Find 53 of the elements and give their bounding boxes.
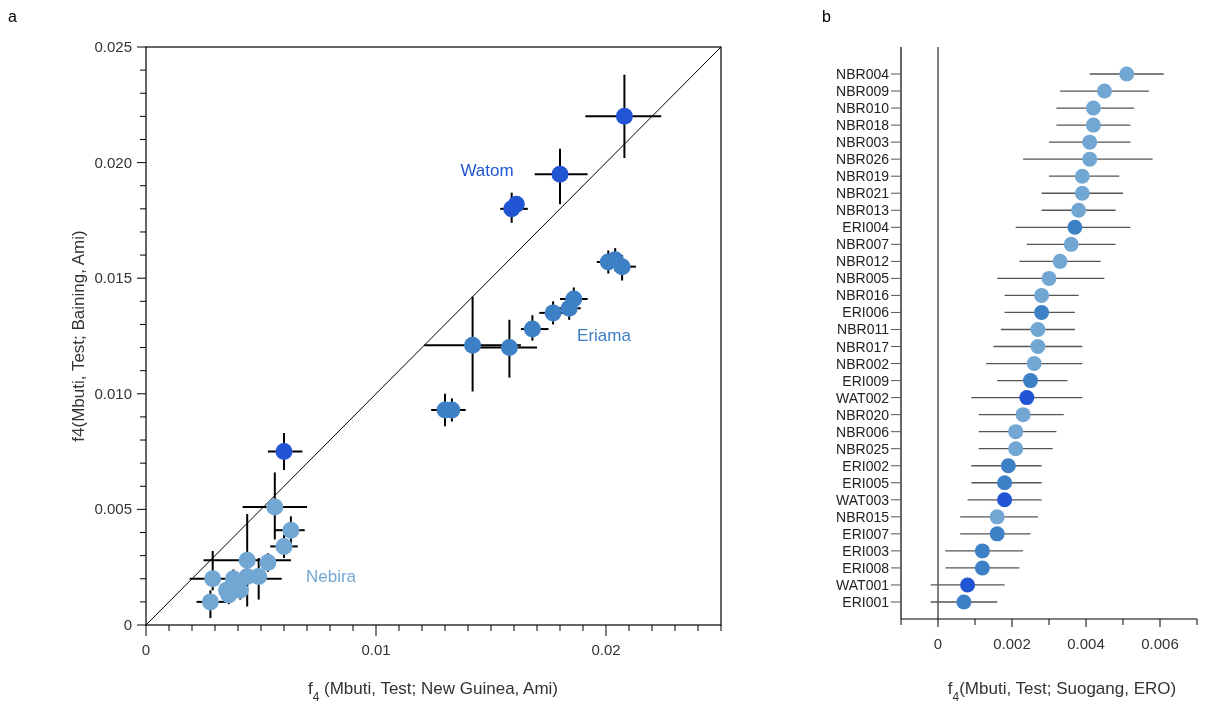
y-tick-label: NBR019	[836, 168, 890, 185]
y-tick-label: NBR021	[836, 185, 890, 202]
y-tick-label: 0.010	[94, 384, 132, 402]
y-tick-label: ERI004	[842, 219, 890, 236]
y-tick-label: NBR015	[836, 508, 890, 525]
series-label: Nebira	[305, 567, 357, 586]
y-tick-label: NBR016	[836, 287, 890, 304]
y-tick-label: ERI009	[842, 372, 890, 389]
y-tick-label: ERI005	[842, 474, 890, 491]
y-tick-label: ERI008	[842, 559, 890, 576]
y-tick-label: ERI003	[842, 542, 890, 559]
y-tick-label: NBR025	[836, 440, 890, 457]
y-tick-label: 0.005	[94, 500, 132, 518]
y-tick-label: NBR026	[836, 151, 890, 168]
y-tick-label: 0.020	[94, 153, 132, 171]
y-tick-label: NBR010	[836, 100, 890, 117]
y-tick-label: NBR002	[836, 355, 890, 372]
y-tick-label: 0	[123, 616, 132, 633]
y-tick-label: NBR013	[836, 202, 890, 219]
x-axis-title: f$_{4}$(Mbuti, Test; Suogang, ERO)	[947, 679, 1177, 704]
x-tick-label: 0	[933, 635, 943, 652]
y-tick-label: NBR006	[836, 423, 890, 440]
y-tick-label: WAT003	[836, 491, 890, 508]
y-tick-label: ERI007	[842, 525, 890, 542]
y-tick-label: NBR017	[836, 338, 890, 355]
x-tick-label: 0	[141, 641, 151, 658]
y-tick-label: ERI002	[842, 457, 890, 474]
y-tick-label: 0.015	[94, 269, 132, 287]
y-tick-label: NBR003	[836, 134, 890, 151]
y-tick-label: WAT001	[836, 576, 890, 593]
y-tick-label: ERI001	[842, 594, 890, 610]
x-axis-title: f$_{4}$ (Mbuti, Test; New Guinea, Ami)	[307, 679, 559, 704]
x-tick-label: 0.002	[993, 635, 1031, 652]
y-axis-title: f4(Mbuti, Test; Baining, Ami)	[69, 230, 88, 442]
x-tick-label: 0.004	[1067, 635, 1105, 652]
y-tick-label: NBR007	[836, 236, 890, 253]
x-tick-label: 0.02	[591, 641, 621, 658]
series-label: Watom	[460, 161, 514, 180]
x-tick-label: 0.01	[361, 641, 391, 658]
y-tick-label: NBR009	[836, 83, 890, 100]
y-tick-label: NBR018	[836, 117, 890, 134]
y-tick-label: NBR011	[837, 321, 890, 338]
y-tick-label: NBR012	[836, 253, 890, 270]
y-tick-label: NBR005	[836, 270, 890, 287]
y-tick-label: NBR020	[836, 406, 890, 423]
y-tick-label: 0.025	[94, 38, 132, 55]
y-tick-label: NBR004	[836, 66, 890, 82]
x-tick-label: 0.006	[1141, 635, 1179, 652]
series-label: Eriama	[577, 326, 632, 345]
text: a	[8, 8, 17, 25]
chart-title: b	[822, 8, 831, 25]
y-tick-label: WAT002	[836, 389, 890, 406]
y-tick-label: ERI006	[842, 304, 890, 321]
